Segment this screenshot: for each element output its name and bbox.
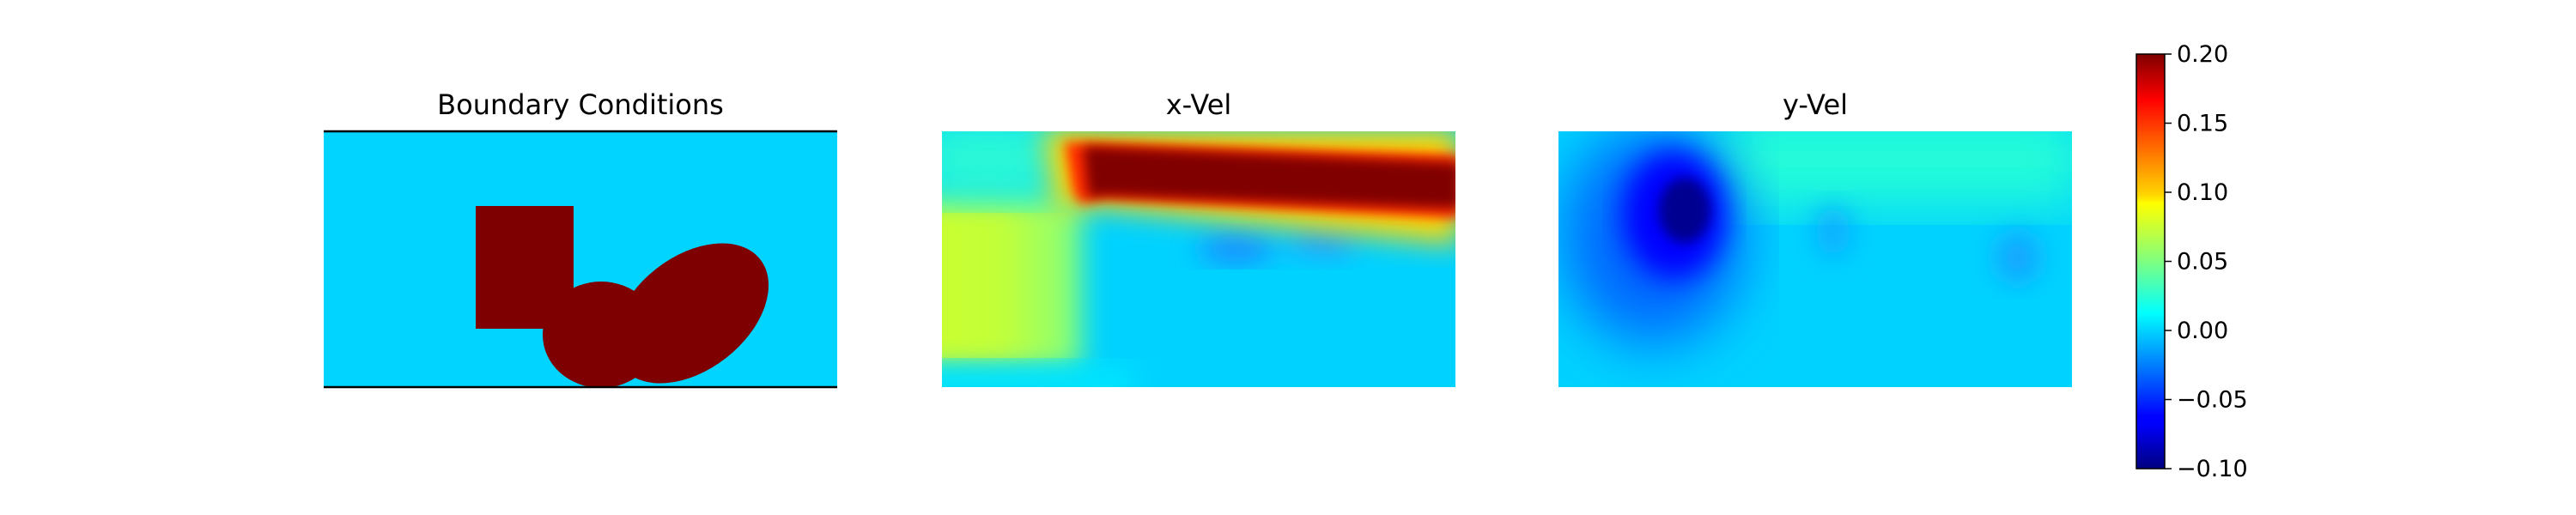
yvel-wake-left [1816, 206, 1850, 258]
panel-title-x-velocity: x-Vel [1166, 88, 1232, 121]
bc-obstacle-ellipse-tilted [613, 243, 769, 384]
yvel-wake-right [1996, 232, 2039, 283]
yvel-negative-core [1659, 178, 1710, 243]
xvel-inflow-region [942, 197, 1082, 369]
panel-title-y-velocity: y-Vel [1783, 88, 1848, 121]
colorbar-ticks: 0.20 0.15 0.10 0.05 0.00 −0.05 −0.10 [2165, 41, 2248, 482]
panel-x-velocity: x-Vel [942, 88, 1455, 387]
colorbar-tick-label: 0.05 [2177, 249, 2228, 276]
xvel-wake-right [1288, 230, 1357, 254]
xvel-wake-left [1198, 235, 1275, 263]
panel-title-boundary-conditions: Boundary Conditions [437, 88, 724, 121]
colorbar-tick-label: 0.10 [2177, 179, 2228, 206]
colorbar-tick-label: −0.05 [2177, 387, 2248, 414]
yvel-upper-positive-band [1717, 131, 2072, 206]
colorbar-tick-label: −0.10 [2177, 456, 2248, 482]
xvel-lower-left-boundary [942, 365, 1133, 387]
colorbar: 0.20 0.15 0.10 0.05 0.00 −0.05 −0.10 [2136, 41, 2248, 482]
colorbar-tick-label: 0.20 [2177, 41, 2228, 68]
xvel-jet-max [1084, 146, 1455, 209]
colorbar-tick-label: 0.00 [2177, 318, 2228, 344]
panel-boundary-conditions: Boundary Conditions [324, 88, 837, 389]
colorbar-tick-label: 0.15 [2177, 111, 2228, 137]
panel-y-velocity: y-Vel [1558, 88, 2072, 387]
colorbar-gradient [2136, 54, 2165, 469]
xvel-upper-left-flow [942, 131, 1065, 197]
